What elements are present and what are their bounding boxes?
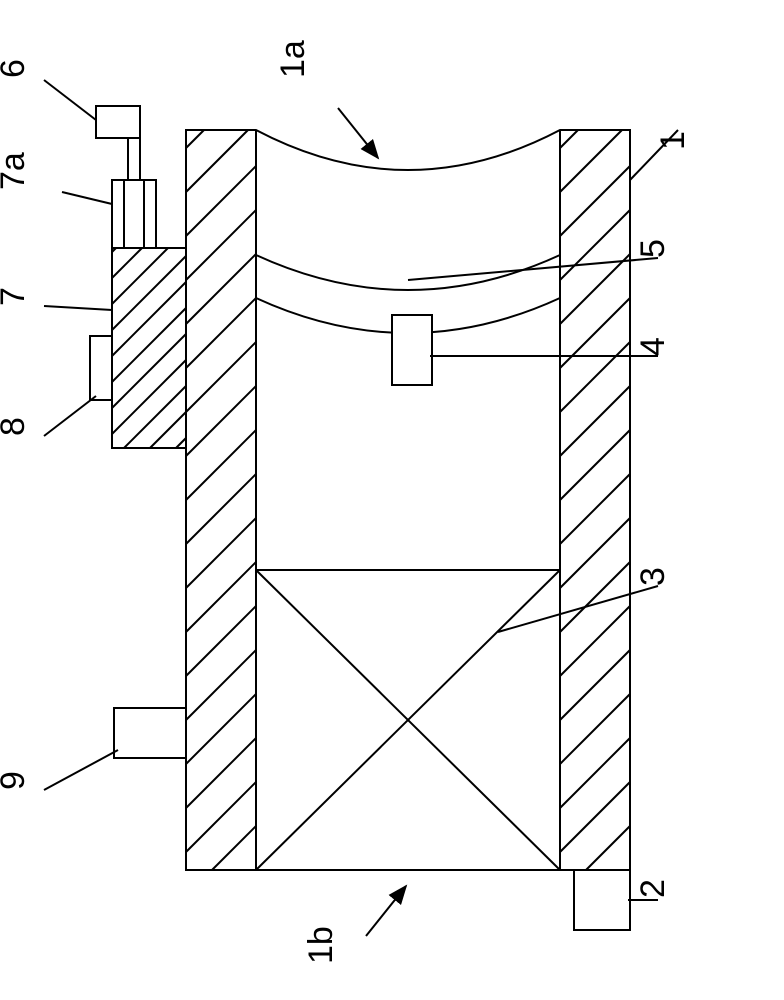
label-1a: 1a (274, 40, 312, 78)
label-8: 8 (0, 417, 32, 436)
port-9 (114, 708, 186, 758)
engineering-diagram: 1 2 3 4 5 1a 1b 6 7a 7 8 9 (0, 0, 784, 1000)
label-4: 4 (634, 337, 672, 356)
label-3: 3 (634, 567, 672, 586)
label-6: 6 (0, 59, 32, 78)
leader-9 (44, 750, 118, 790)
body-outline (186, 130, 630, 870)
leader-1a (338, 108, 378, 158)
slot-7a-outer (112, 180, 156, 248)
label-1b: 1b (302, 926, 340, 964)
label-9: 9 (0, 771, 32, 790)
label-7a: 7a (0, 152, 32, 190)
leader-7 (44, 306, 112, 310)
block-7 (112, 248, 186, 448)
label-7: 7 (0, 287, 32, 306)
leader-6 (44, 80, 96, 120)
leader-8 (44, 396, 96, 436)
label-5: 5 (634, 239, 672, 258)
stem-6 (128, 138, 140, 180)
leader-7a (62, 192, 112, 204)
port-8 (90, 336, 112, 400)
port-2 (574, 870, 630, 930)
head-6 (96, 106, 140, 138)
label-2: 2 (634, 879, 672, 898)
leader-1b (366, 886, 406, 936)
label-1: 1 (654, 131, 692, 150)
sensor-4 (392, 315, 432, 385)
